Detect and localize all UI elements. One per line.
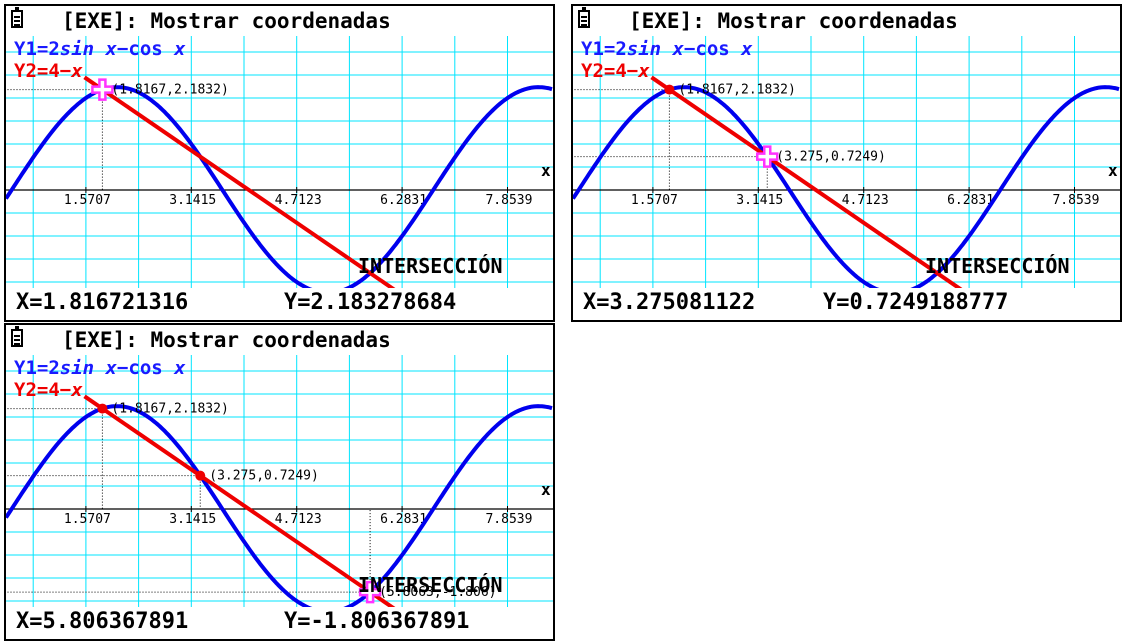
x-tick-label: 6.2831 bbox=[947, 193, 994, 208]
screen-title: [EXE]: Mostrar coordenadas bbox=[62, 328, 391, 352]
screen-title: [EXE]: Mostrar coordenadas bbox=[62, 9, 391, 33]
y-readout: Y=-1.806367891 bbox=[284, 609, 470, 634]
x-tick-label: 6.2831 bbox=[380, 512, 427, 527]
point-coord-label: (1.8167,2.1832) bbox=[678, 83, 795, 98]
x-tick-label: 3.1415 bbox=[169, 193, 216, 208]
x-tick-label: 4.7123 bbox=[275, 512, 322, 527]
x-tick-label: 7.8539 bbox=[1052, 193, 1099, 208]
equation-y2: Y2=4−x bbox=[581, 60, 650, 82]
line-y2 bbox=[650, 75, 992, 312]
y-readout: Y=0.7249188777 bbox=[823, 290, 1009, 315]
graph-area[interactable]: 1.57073.14154.71236.28317.85392.521.510.… bbox=[6, 36, 553, 312]
x-tick-label: 7.8539 bbox=[485, 512, 532, 527]
graph-area[interactable]: 1.57073.14154.71236.28317.85392.521.510.… bbox=[573, 36, 1120, 312]
y-readout: Y=2.183278684 bbox=[284, 290, 457, 315]
status-bar: X=5.806367891 Y=-1.806367891 bbox=[6, 607, 553, 639]
battery-icon bbox=[11, 7, 23, 28]
status-bar: X=1.816721316 Y=2.183278684 bbox=[6, 288, 553, 320]
crosshair-shape bbox=[756, 145, 779, 168]
point-coord-label: (1.8167,2.1832) bbox=[111, 83, 228, 98]
x-readout: X=3.275081122 bbox=[583, 290, 756, 315]
intersection-point bbox=[97, 403, 108, 414]
x-axis-label: x bbox=[541, 480, 551, 499]
equation-y2: Y2=4−x bbox=[14, 379, 83, 401]
graph-panel-1: [EXE]: Mostrar coordenadas 1.5707 3.1415 4… bbox=[4, 4, 555, 322]
crosshair-cursor-icon bbox=[358, 580, 382, 604]
x-tick-label: 4.7123 bbox=[842, 193, 889, 208]
x-axis-label: x bbox=[541, 161, 551, 180]
intersection-point bbox=[195, 470, 206, 481]
intersection-label: INTERSECCIÓN bbox=[925, 254, 1070, 278]
crosshair-cursor-icon bbox=[756, 145, 779, 168]
title-bar: [EXE]: Mostrar coordenadas bbox=[573, 6, 1120, 36]
status-bar: X=3.275081122 Y=0.7249188777 bbox=[573, 288, 1120, 320]
curve-y1 bbox=[6, 404, 553, 614]
crosshair-shape bbox=[358, 580, 382, 604]
intersection-label: INTERSECCIÓN bbox=[358, 254, 503, 278]
x-tick-label: 1.5707 bbox=[64, 512, 111, 527]
point-coord-label: (5.8063,-1.806) bbox=[379, 585, 496, 600]
graph-area[interactable]: 1.57073.14154.71236.28317.85392.521.510.… bbox=[6, 355, 553, 631]
graph-svg: 1.57073.14154.71236.28317.85392.521.510.… bbox=[573, 36, 1120, 312]
graph-panel-3: [EXE]: Mostrar coordenadas 1.5707 3.1415 4… bbox=[4, 323, 555, 641]
line-y2 bbox=[83, 75, 425, 312]
intersection-point bbox=[664, 84, 675, 95]
title-bar: [EXE]: Mostrar coordenadas bbox=[6, 6, 553, 36]
intersection-label: INTERSECCIÓN bbox=[358, 573, 503, 597]
equation-y2: Y2=4−x bbox=[14, 60, 83, 82]
x-tick-label: 7.8539 bbox=[485, 193, 532, 208]
x-tick-label: 1.5707 bbox=[631, 193, 678, 208]
screen-title: [EXE]: Mostrar coordenadas bbox=[629, 9, 958, 33]
equation-y1: Y1=2sin x−cos x bbox=[14, 357, 186, 379]
x-axis-label: x bbox=[1108, 161, 1118, 180]
point-coord-label: (1.8167,2.1832) bbox=[111, 402, 228, 417]
point-coord-label: (3.275,0.7249) bbox=[776, 150, 886, 165]
equation-y1: Y1=2sin x−cos x bbox=[14, 38, 186, 60]
battery-icon bbox=[578, 7, 590, 28]
x-readout: X=1.816721316 bbox=[16, 290, 189, 315]
point-coord-label: (3.275,0.7249) bbox=[209, 469, 319, 484]
equation-y1: Y1=2sin x−cos x bbox=[581, 38, 753, 60]
x-tick-label: 4.7123 bbox=[275, 193, 322, 208]
graph-panel-2: [EXE]: Mostrar coordenadas 1.5707 3.1415 4… bbox=[571, 4, 1122, 322]
graph-svg: 1.57073.14154.71236.28317.85392.521.510.… bbox=[6, 355, 553, 631]
crosshair-cursor-icon bbox=[91, 78, 114, 101]
x-readout: X=5.806367891 bbox=[16, 609, 189, 634]
title-bar: [EXE]: Mostrar coordenadas bbox=[6, 325, 553, 355]
grid bbox=[6, 36, 553, 288]
x-tick-label: 1.5707 bbox=[64, 193, 111, 208]
crosshair-shape bbox=[91, 78, 114, 101]
x-tick-label: 6.2831 bbox=[380, 193, 427, 208]
battery-icon bbox=[11, 326, 23, 347]
graph-svg: 1.57073.14154.71236.28317.85392.521.510.… bbox=[6, 36, 553, 312]
x-tick-label: 3.1415 bbox=[169, 512, 216, 527]
x-tick-label: 3.1415 bbox=[736, 193, 783, 208]
curve-y1 bbox=[573, 85, 1120, 295]
